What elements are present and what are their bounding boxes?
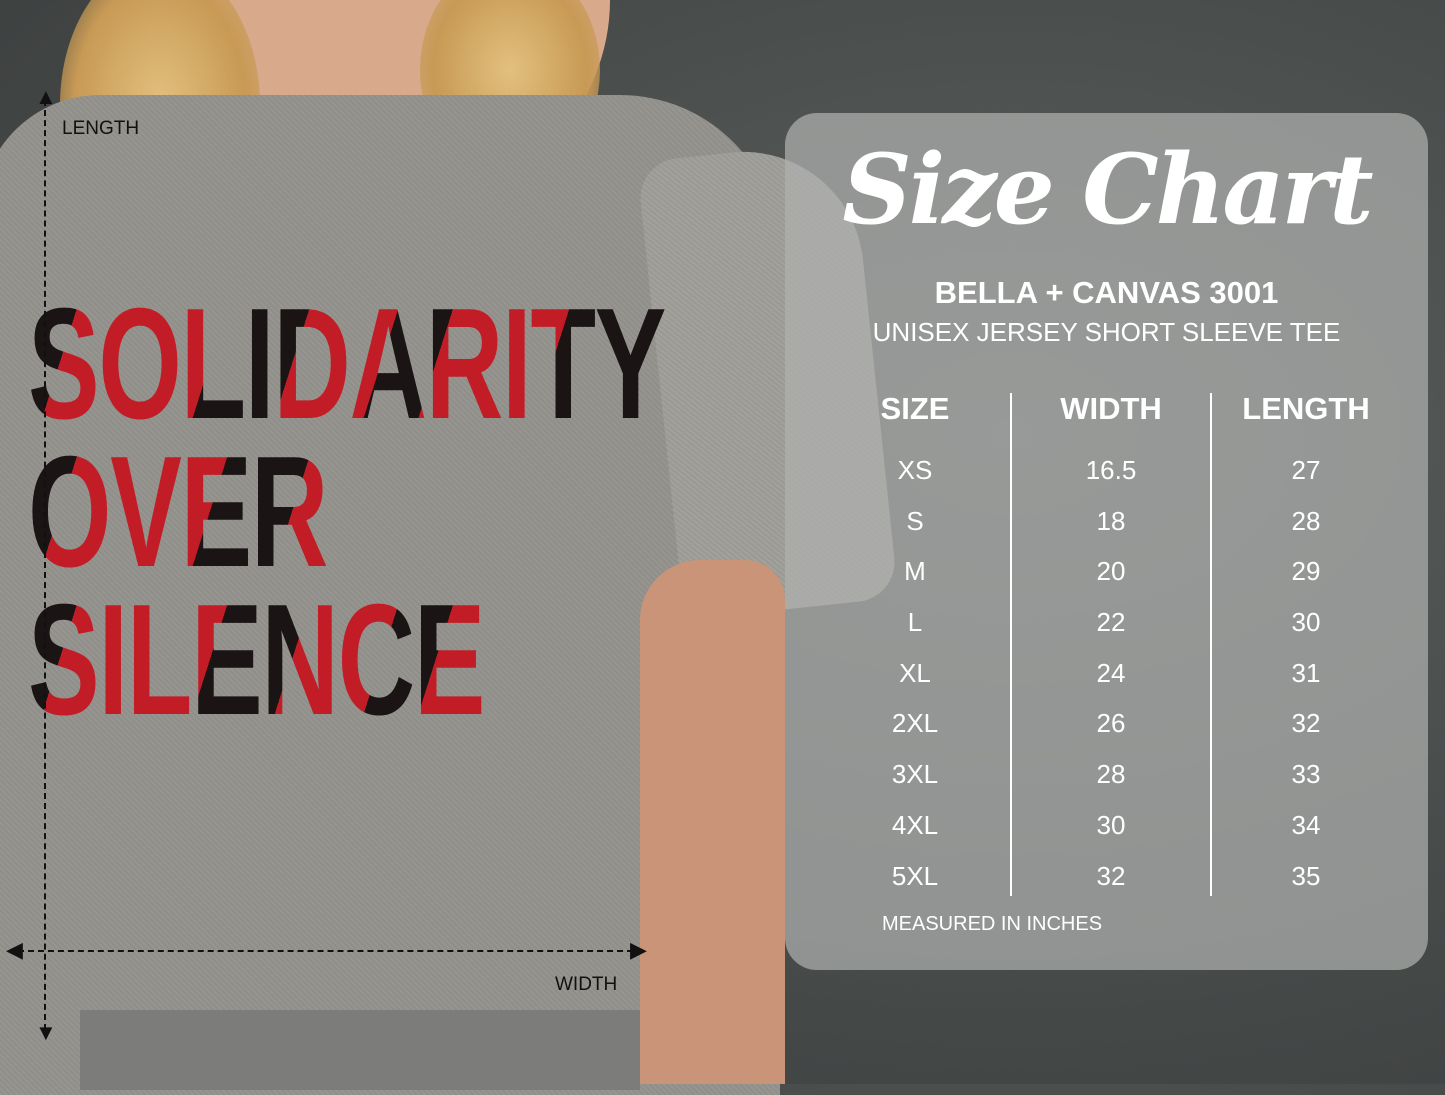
width-cell: 28 (1096, 759, 1126, 790)
width-cell: 22 (1096, 607, 1126, 638)
size-chart-title: Size Chart (842, 133, 1373, 246)
arrow-left-icon: ◀ (6, 937, 23, 962)
size-column: SIZE XS S M L XL 2XL 3XL 4XL 5XL (820, 391, 1010, 911)
width-column: WIDTH 16.5 18 20 22 24 26 28 30 32 (1016, 391, 1206, 911)
column-divider (1210, 393, 1212, 896)
model-arm (640, 560, 785, 1084)
length-cell: 33 (1291, 759, 1321, 790)
length-cell: 30 (1291, 607, 1321, 638)
length-cell: 28 (1291, 505, 1321, 536)
column-header: LENGTH (1242, 391, 1370, 426)
width-cell: 30 (1096, 809, 1126, 840)
length-column: LENGTH 27 28 29 30 31 32 33 34 35 (1211, 391, 1401, 911)
width-cell: 16.5 (1085, 455, 1137, 485)
width-cell: 32 (1096, 860, 1126, 891)
length-cell: 31 (1291, 657, 1321, 688)
arrow-right-icon: ▶ (630, 937, 647, 962)
pants (80, 1010, 640, 1090)
size-cell: L (907, 607, 923, 638)
size-cell: S (906, 505, 924, 536)
length-label: LENGTH (62, 118, 140, 139)
width-cell: 24 (1096, 657, 1126, 688)
size-chart-panel: Size Chart BELLA + CANVAS 3001 UNISEX JE… (785, 113, 1428, 970)
arrow-down-icon: ▼ (35, 1020, 57, 1045)
size-cell: XL (899, 657, 931, 688)
width-cell: 26 (1096, 708, 1126, 739)
width-measure-line (18, 950, 643, 952)
size-cell: 3XL (891, 759, 939, 790)
length-cell: 27 (1291, 455, 1321, 485)
length-cell: 29 (1291, 556, 1321, 587)
width-cell: 20 (1096, 556, 1126, 587)
arrow-up-icon: ▲ (35, 84, 57, 109)
length-cell: 34 (1291, 809, 1321, 840)
column-divider (1010, 393, 1012, 896)
size-cell: 5XL (891, 860, 939, 891)
column-header: SIZE (880, 391, 950, 426)
slogan-line: SILENCE (28, 581, 665, 739)
shirt-slogan: SOLIDARITY OVER SILENCE (28, 276, 965, 739)
model: UNISEX JERSEY SHORT SLEEVE TEE (872, 317, 1341, 347)
width-cell: 18 (1096, 505, 1126, 536)
column-header: WIDTH (1060, 391, 1162, 426)
size-cell: 2XL (891, 708, 939, 739)
slogan-line: SOLIDARITY (28, 276, 666, 452)
measurement-note: MEASURED IN INCHES (882, 913, 1103, 935)
size-cell: XS (897, 455, 933, 485)
brand: BELLA + CANVAS 3001 (934, 275, 1279, 310)
size-cell: 4XL (891, 809, 939, 840)
length-cell: 32 (1291, 708, 1321, 739)
length-measure-line (44, 100, 46, 1030)
length-cell: 35 (1291, 860, 1321, 891)
slogan-line: OVER (28, 433, 665, 591)
size-cell: M (904, 556, 926, 587)
width-label: WIDTH (555, 974, 618, 995)
